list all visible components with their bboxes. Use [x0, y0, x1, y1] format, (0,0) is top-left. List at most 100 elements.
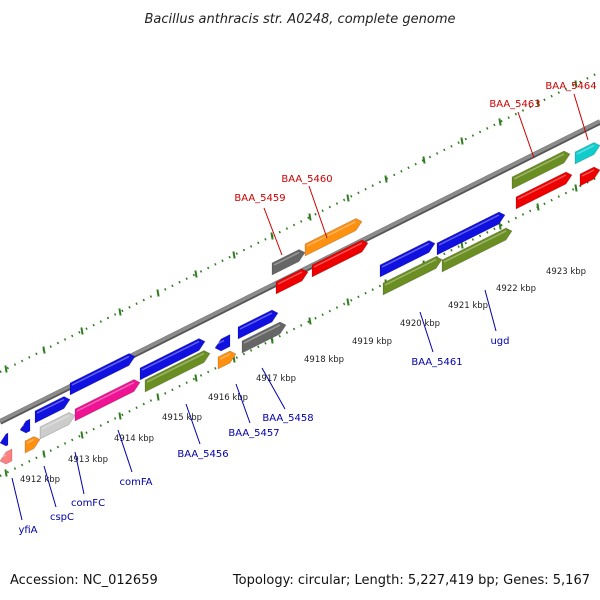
genome-track: 4912 kbp 4913 kbp 4914 kbp 4915 kbp 4916 kbp…	[0, 71, 600, 536]
gene-feature-blue	[214, 334, 231, 352]
gene-feature-highlight	[517, 174, 567, 200]
gene-feature-highlight	[581, 169, 595, 177]
gene-feature-orange	[217, 350, 237, 370]
gene-feature-highlight	[513, 153, 565, 180]
upper-major-tick	[346, 194, 350, 202]
map-title: Bacillus anthracis str. A0248, complete …	[144, 12, 455, 27]
gene-feature-highlight	[313, 242, 363, 268]
gene-label-leader	[308, 185, 328, 239]
gene-feature-blue	[379, 240, 436, 278]
gene-feature-highlight	[306, 220, 357, 247]
gene-label-leader	[74, 451, 85, 495]
gene-label-comfa: comFA	[119, 477, 152, 488]
kbp-tick-label: 4912 kbp	[20, 475, 60, 485]
upper-major-tick	[422, 156, 426, 164]
gene-feature-cyan	[574, 142, 600, 165]
gene-feature-highlight	[146, 352, 205, 383]
upper-major-tick	[118, 308, 122, 316]
gene-feature-red	[311, 239, 369, 278]
gene-label-baa-5460: BAA_5460	[281, 174, 332, 185]
gene-feature-highlight	[41, 414, 70, 430]
gene-feature-olive	[382, 256, 443, 296]
gene-feature-highlight	[443, 230, 507, 263]
lower-major-tick	[536, 203, 540, 211]
upper-tick-line	[0, 71, 600, 373]
gene-feature-olive	[441, 227, 513, 273]
gene-feature-blue	[436, 211, 506, 256]
gene-feature-blue	[0, 432, 9, 447]
gene-feature-highlight	[576, 144, 595, 155]
gene-feature-highlight	[384, 258, 437, 286]
gene-feature-orange	[24, 436, 41, 454]
lower-major-tick	[346, 298, 350, 306]
lower-major-tick	[80, 431, 84, 439]
gene-label-yfia: yfiA	[18, 525, 37, 536]
kbp-tick-label: 4918 kbp	[304, 355, 344, 365]
gene-label-leader	[11, 477, 23, 521]
gene-label-baa-5464: BAA_5464	[545, 81, 596, 92]
kbp-tick-label: 4919 kbp	[352, 337, 392, 347]
lower-major-tick	[42, 450, 46, 458]
gene-label-leader	[43, 465, 57, 508]
lower-major-tick	[498, 222, 502, 230]
upper-major-tick	[194, 270, 198, 278]
gene-feature-gray	[241, 321, 287, 354]
gene-feature-highlight	[273, 251, 300, 266]
gene-feature-highlight	[1, 454, 7, 458]
upper-major-tick	[574, 80, 578, 88]
accession-label: Accession: NC_012659	[10, 573, 158, 588]
gene-feature-highlight	[141, 340, 200, 371]
gene-feature-blue	[34, 396, 71, 424]
gene-feature-highlight	[239, 312, 273, 330]
genome-summary: Topology: circular; Length: 5,227,419 bp…	[232, 573, 590, 588]
gene-feature-pink	[0, 448, 13, 465]
gene-feature-highlight	[76, 381, 135, 412]
upper-major-tick	[42, 346, 46, 354]
gene-feature-blue	[139, 338, 206, 381]
gene-feature-highlight	[438, 214, 500, 246]
gene-label-baa-5458: BAA_5458	[262, 413, 313, 424]
gene-label-leader	[117, 429, 133, 473]
lower-major-tick	[574, 184, 578, 192]
gene-feature-blue	[237, 309, 279, 340]
gene-feature-lightgray	[39, 412, 76, 440]
gene-feature-olive	[511, 150, 571, 190]
gene-label-leader	[419, 311, 434, 353]
gene-feature-magenta	[74, 379, 141, 422]
lower-major-tick	[156, 393, 160, 401]
upper-major-tick	[232, 251, 236, 259]
lower-tick-line	[0, 175, 600, 477]
gene-label-leader	[573, 93, 589, 141]
kbp-tick-label: 4913 kbp	[68, 455, 108, 465]
gene-label-leader	[517, 111, 535, 159]
kbp-tick-label: 4914 kbp	[114, 434, 154, 444]
gene-label-leader	[263, 207, 283, 256]
gene-feature-highlight	[381, 242, 430, 268]
gene-feature-red	[275, 268, 309, 295]
gene-feature-highlight	[216, 339, 225, 345]
upper-major-tick	[4, 365, 8, 373]
kbp-tick-label: 4922 kbp	[496, 284, 536, 294]
upper-major-tick	[536, 99, 540, 107]
gene-feature-highlight	[26, 438, 35, 444]
gene-feature-olive	[144, 350, 211, 393]
gene-feature-orange	[304, 218, 363, 257]
gene-feature-blue	[19, 418, 31, 434]
gene-label-baa-5456: BAA_5456	[177, 449, 228, 460]
upper-major-tick	[80, 327, 84, 335]
gene-feature-highlight	[71, 355, 130, 386]
lower-major-tick	[4, 469, 8, 477]
lower-major-tick	[308, 317, 312, 325]
upper-major-tick	[384, 175, 388, 183]
gene-feature-gray	[271, 249, 306, 276]
gene-feature-highlight	[277, 271, 303, 285]
gene-label-comfc: comFC	[71, 498, 105, 509]
gene-label-ugd: ugd	[490, 336, 509, 347]
gene-label-leader	[235, 383, 251, 424]
kbp-tick-label: 4921 kbp	[448, 301, 488, 311]
kbp-tick-label: 4920 kbp	[400, 319, 440, 329]
upper-major-tick	[460, 137, 464, 145]
gene-feature-red	[515, 171, 573, 210]
upper-major-tick	[498, 118, 502, 126]
